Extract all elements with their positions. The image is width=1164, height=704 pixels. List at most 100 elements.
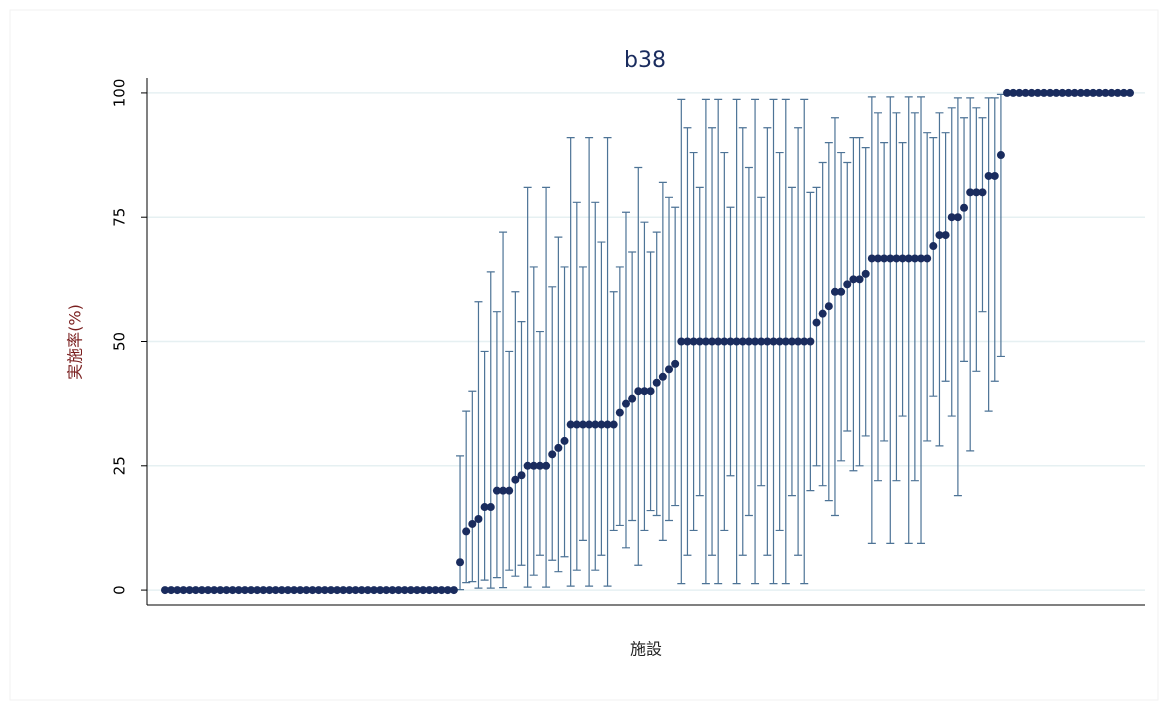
point bbox=[400, 586, 409, 595]
point bbox=[628, 394, 637, 403]
error-bar bbox=[535, 330, 544, 556]
point bbox=[1033, 88, 1042, 97]
point bbox=[1039, 88, 1048, 97]
point bbox=[763, 337, 772, 346]
error-bar bbox=[892, 112, 901, 482]
point bbox=[806, 337, 815, 346]
y-tick-label: 50 bbox=[111, 332, 129, 351]
point bbox=[837, 287, 846, 296]
point bbox=[179, 586, 188, 595]
error-bar bbox=[603, 137, 612, 587]
point bbox=[449, 586, 458, 595]
point bbox=[978, 188, 987, 197]
point bbox=[517, 471, 526, 480]
point bbox=[904, 254, 913, 263]
point bbox=[277, 586, 286, 595]
point bbox=[486, 503, 495, 512]
point bbox=[376, 586, 385, 595]
point bbox=[529, 461, 538, 470]
error-bar bbox=[941, 132, 950, 382]
y-tick-label: 75 bbox=[111, 208, 129, 227]
point bbox=[861, 269, 870, 278]
error-bar bbox=[597, 241, 606, 556]
point bbox=[499, 486, 508, 495]
point bbox=[1119, 88, 1128, 97]
error-bar bbox=[960, 117, 969, 362]
point bbox=[382, 586, 391, 595]
point bbox=[578, 420, 587, 429]
point bbox=[830, 287, 839, 296]
point bbox=[1089, 88, 1098, 97]
point bbox=[554, 443, 563, 452]
point bbox=[609, 420, 618, 429]
error-bar bbox=[560, 266, 569, 558]
error-bar bbox=[837, 151, 846, 462]
error-bar bbox=[671, 206, 680, 507]
point bbox=[621, 399, 630, 408]
point bbox=[302, 586, 311, 595]
error-bar bbox=[628, 251, 637, 522]
point bbox=[197, 586, 206, 595]
point bbox=[775, 337, 784, 346]
point bbox=[265, 586, 274, 595]
point bbox=[738, 337, 747, 346]
point bbox=[855, 275, 864, 284]
point bbox=[363, 586, 372, 595]
point bbox=[185, 586, 194, 595]
point bbox=[886, 254, 895, 263]
point bbox=[1107, 88, 1116, 97]
point bbox=[394, 586, 403, 595]
error-bar bbox=[572, 201, 581, 571]
error-bar bbox=[554, 236, 563, 573]
point bbox=[923, 254, 932, 263]
point bbox=[744, 337, 753, 346]
point bbox=[357, 586, 366, 595]
error-bar bbox=[966, 97, 975, 452]
point bbox=[917, 254, 926, 263]
point bbox=[222, 586, 231, 595]
point bbox=[1003, 88, 1012, 97]
point bbox=[615, 408, 624, 417]
point bbox=[419, 586, 428, 595]
point bbox=[253, 586, 262, 595]
point bbox=[634, 387, 643, 396]
error-bar bbox=[462, 410, 471, 584]
point bbox=[228, 586, 237, 595]
point bbox=[247, 586, 256, 595]
point bbox=[695, 337, 704, 346]
point bbox=[996, 151, 1005, 160]
error-bar bbox=[818, 161, 827, 487]
point bbox=[505, 486, 514, 495]
error-bar bbox=[517, 321, 526, 566]
error-bar bbox=[855, 137, 864, 467]
point bbox=[671, 359, 680, 368]
point bbox=[1009, 88, 1018, 97]
point bbox=[572, 420, 581, 429]
point bbox=[1052, 88, 1061, 97]
point bbox=[843, 280, 852, 289]
error-bar bbox=[480, 350, 489, 581]
error-bar bbox=[529, 266, 538, 576]
error-bar bbox=[917, 96, 926, 544]
point bbox=[566, 420, 575, 429]
point bbox=[658, 372, 667, 381]
error-bar bbox=[474, 301, 483, 589]
point bbox=[677, 337, 686, 346]
error-bar bbox=[867, 96, 876, 544]
point bbox=[1101, 88, 1110, 97]
error-bar bbox=[615, 266, 624, 527]
point bbox=[437, 586, 446, 595]
point bbox=[640, 387, 649, 396]
y-axis-label: 実施率(%) bbox=[66, 304, 85, 380]
point bbox=[794, 337, 803, 346]
point bbox=[474, 514, 483, 523]
error-bar bbox=[548, 286, 557, 561]
point bbox=[960, 203, 969, 212]
point bbox=[726, 337, 735, 346]
point bbox=[720, 337, 729, 346]
point bbox=[849, 275, 858, 284]
error-bar bbox=[646, 251, 655, 512]
error-bar bbox=[929, 137, 938, 397]
point bbox=[910, 254, 919, 263]
